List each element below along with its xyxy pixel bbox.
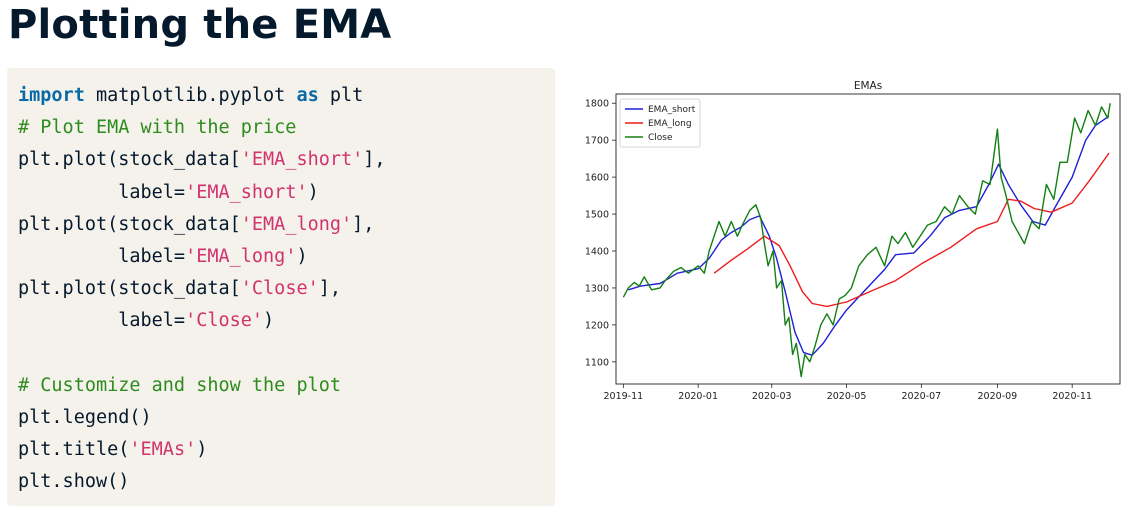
code-text: plt.show() [18, 471, 130, 493]
x-tick-label: 2020-03 [752, 391, 792, 402]
series-line-ema-short [628, 115, 1110, 356]
x-tick-label: 2020-05 [827, 391, 867, 402]
x-tick-label: 2019-11 [604, 391, 644, 402]
code-comment: # Customize and show the plot [18, 374, 342, 396]
code-text: ) [307, 181, 319, 203]
code-line [18, 338, 555, 370]
code-text: ], [352, 213, 375, 235]
x-tick-label: 2020-09 [978, 391, 1018, 402]
code-string: 'Close' [240, 278, 319, 300]
code-text: label= [18, 310, 186, 332]
code-line: import matplotlib.pyplot as plt [18, 80, 555, 112]
code-line: plt.plot(stock_data['EMA_short'], [18, 144, 555, 176]
y-tick-label: 1400 [585, 247, 609, 258]
code-text: label= [18, 181, 186, 203]
x-tick-label: 2020-11 [1052, 391, 1092, 402]
code-line: plt.legend() [18, 402, 555, 434]
series-line-ema-long [713, 152, 1110, 308]
code-keyword: as [296, 85, 319, 106]
code-text: label= [18, 245, 186, 267]
code-text: ) [196, 439, 208, 461]
code-comment: # Plot EMA with the price [18, 117, 297, 139]
y-tick-label: 1300 [585, 283, 609, 294]
legend-box [619, 98, 701, 148]
y-tick-label: 1500 [585, 210, 609, 221]
code-text: ], [318, 278, 342, 300]
code-string: 'Close' [185, 310, 264, 332]
code-line: label='EMA_long') [18, 241, 555, 273]
legend-label: Close [648, 133, 673, 143]
code-text: plt.plot(stock_data[ [18, 213, 241, 235]
code-text: ) [296, 245, 308, 267]
code-keyword: import [18, 85, 85, 106]
page-title: Plotting the EMA [8, 2, 392, 48]
y-tick-label: 1800 [585, 99, 609, 110]
code-text: plt.title( [18, 439, 130, 461]
code-line: label='Close') [18, 305, 555, 337]
y-tick-label: 1700 [585, 136, 609, 147]
ema-chart: EMAs 1100 1200 1300 1400 1500 1600 1700 1800 2019… [585, 80, 1121, 402]
code-line: # Plot EMA with the price [18, 112, 555, 144]
chart-title: EMAs [854, 80, 882, 92]
x-tick-label: 2020-01 [678, 391, 718, 402]
code-text: plt.plot(stock_data[ [18, 149, 241, 171]
code-text: ], [363, 149, 386, 171]
code-text: plt.plot(stock_data[ [18, 278, 241, 300]
code-text: ) [263, 310, 275, 332]
code-text: plt [318, 85, 364, 106]
code-line: plt.show() [18, 466, 555, 498]
code-line: # Customize and show the plot [18, 370, 555, 402]
plot-frame [615, 93, 1121, 385]
y-tick-label: 1200 [585, 320, 609, 331]
code-line: plt.title('EMAs') [18, 434, 555, 466]
code-string: 'EMAs' [129, 439, 197, 461]
legend-label: EMA_short [648, 105, 696, 115]
code-line: label='EMA_short') [18, 177, 555, 209]
series-line-close [622, 103, 1111, 378]
code-text: plt.legend() [18, 406, 152, 428]
code-string: 'EMA_short' [240, 149, 364, 171]
code-string: 'EMA_long' [240, 213, 353, 235]
code-text: matplotlib.pyplot [84, 85, 297, 106]
code-string: 'EMA_long' [185, 245, 297, 267]
code-block: import matplotlib.pyplot as plt # Plot EM… [7, 68, 555, 506]
code-line: plt.plot(stock_data['Close'], [18, 273, 555, 305]
y-tick-label: 1100 [585, 357, 609, 368]
legend-label: EMA_long [648, 119, 692, 129]
x-tick-label: 2020-07 [901, 391, 941, 402]
y-tick-label: 1600 [585, 173, 609, 184]
code-line: plt.plot(stock_data['EMA_long'], [18, 209, 555, 241]
code-string: 'EMA_short' [185, 181, 308, 203]
